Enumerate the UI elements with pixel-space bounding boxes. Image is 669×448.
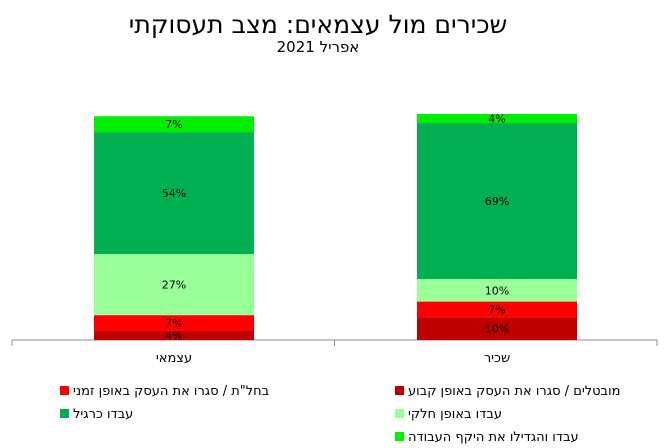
bar-segment: [417, 114, 577, 124]
legend-label: עבדו כרגיל: [73, 407, 133, 422]
legend: מובטלים / סגרו את העסק באופן קבוע בחל"ת /…: [60, 384, 620, 445]
bar-segment: [94, 132, 254, 255]
legend-swatch: [395, 432, 404, 441]
data-label: 27%: [162, 279, 186, 292]
data-label: 7%: [488, 303, 505, 316]
bar-segment: [94, 254, 254, 316]
legend-swatch: [60, 409, 69, 418]
chart-title: שכירים מול עצמאים: מצב תעסוקתי: [129, 10, 508, 39]
bar-segment: [417, 301, 577, 318]
category-label: שכיר: [484, 351, 510, 366]
legend-label: עבדו באופן חלקי: [408, 407, 502, 422]
bar-segment: [417, 278, 577, 302]
data-label: 4%: [165, 329, 182, 342]
legend-swatch: [395, 409, 404, 418]
legend-swatch: [60, 386, 69, 395]
data-label: 4%: [488, 113, 505, 126]
bar-segment: [94, 315, 254, 331]
data-label: 10%: [485, 323, 509, 336]
bar-segment: [94, 330, 254, 340]
bar-segment: [94, 116, 254, 133]
legend-label: מובטלים / סגרו את העסק באופן קבוע: [408, 384, 620, 399]
category-label: עצמאי: [156, 351, 192, 366]
data-label: 10%: [485, 284, 509, 297]
bar-segment: [417, 123, 577, 279]
data-label: 69%: [485, 195, 509, 208]
chart-subtitle: אפריל 2021: [277, 38, 360, 56]
legend-label: עבדו והגדילו את היקף העבודה: [408, 430, 579, 445]
data-label: 54%: [162, 187, 186, 200]
bar-segment: [417, 317, 577, 340]
data-label: 7%: [165, 118, 182, 131]
legend-swatch: [395, 386, 404, 395]
data-label: 7%: [165, 317, 182, 330]
legend-label: בחל"ת / סגרו את העסק באופן זמני: [73, 384, 269, 399]
